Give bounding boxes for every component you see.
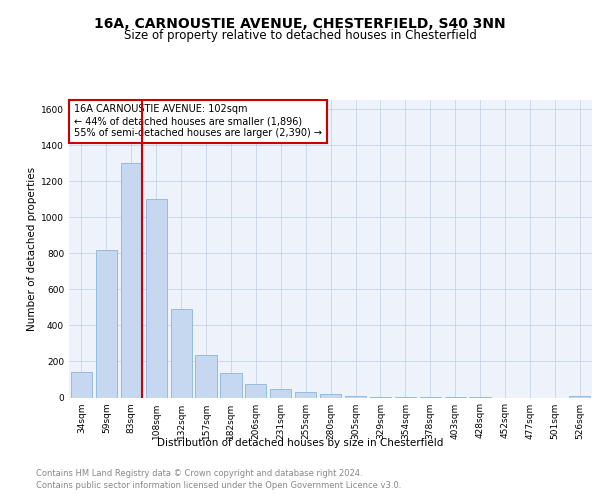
Text: 16A CARNOUSTIE AVENUE: 102sqm
← 44% of detached houses are smaller (1,896)
55% o: 16A CARNOUSTIE AVENUE: 102sqm ← 44% of d… bbox=[74, 104, 322, 138]
Text: 16A, CARNOUSTIE AVENUE, CHESTERFIELD, S40 3NN: 16A, CARNOUSTIE AVENUE, CHESTERFIELD, S4… bbox=[94, 17, 506, 31]
Text: Size of property relative to detached houses in Chesterfield: Size of property relative to detached ho… bbox=[124, 30, 476, 43]
Bar bbox=[345, 396, 366, 398]
Bar bbox=[569, 396, 590, 398]
Bar bbox=[96, 250, 117, 398]
Bar bbox=[220, 373, 242, 398]
Bar bbox=[170, 309, 192, 398]
Bar bbox=[370, 396, 391, 398]
Text: Contains HM Land Registry data © Crown copyright and database right 2024.: Contains HM Land Registry data © Crown c… bbox=[36, 470, 362, 478]
Bar bbox=[295, 392, 316, 398]
Text: Contains public sector information licensed under the Open Government Licence v3: Contains public sector information licen… bbox=[36, 480, 401, 490]
Bar bbox=[146, 199, 167, 398]
Bar bbox=[71, 372, 92, 398]
Y-axis label: Number of detached properties: Number of detached properties bbox=[27, 166, 37, 331]
Bar bbox=[196, 355, 217, 398]
Bar bbox=[395, 396, 416, 398]
Text: Distribution of detached houses by size in Chesterfield: Distribution of detached houses by size … bbox=[157, 438, 443, 448]
Bar bbox=[270, 390, 292, 398]
Bar bbox=[121, 163, 142, 398]
Bar bbox=[320, 394, 341, 398]
Bar bbox=[245, 384, 266, 398]
